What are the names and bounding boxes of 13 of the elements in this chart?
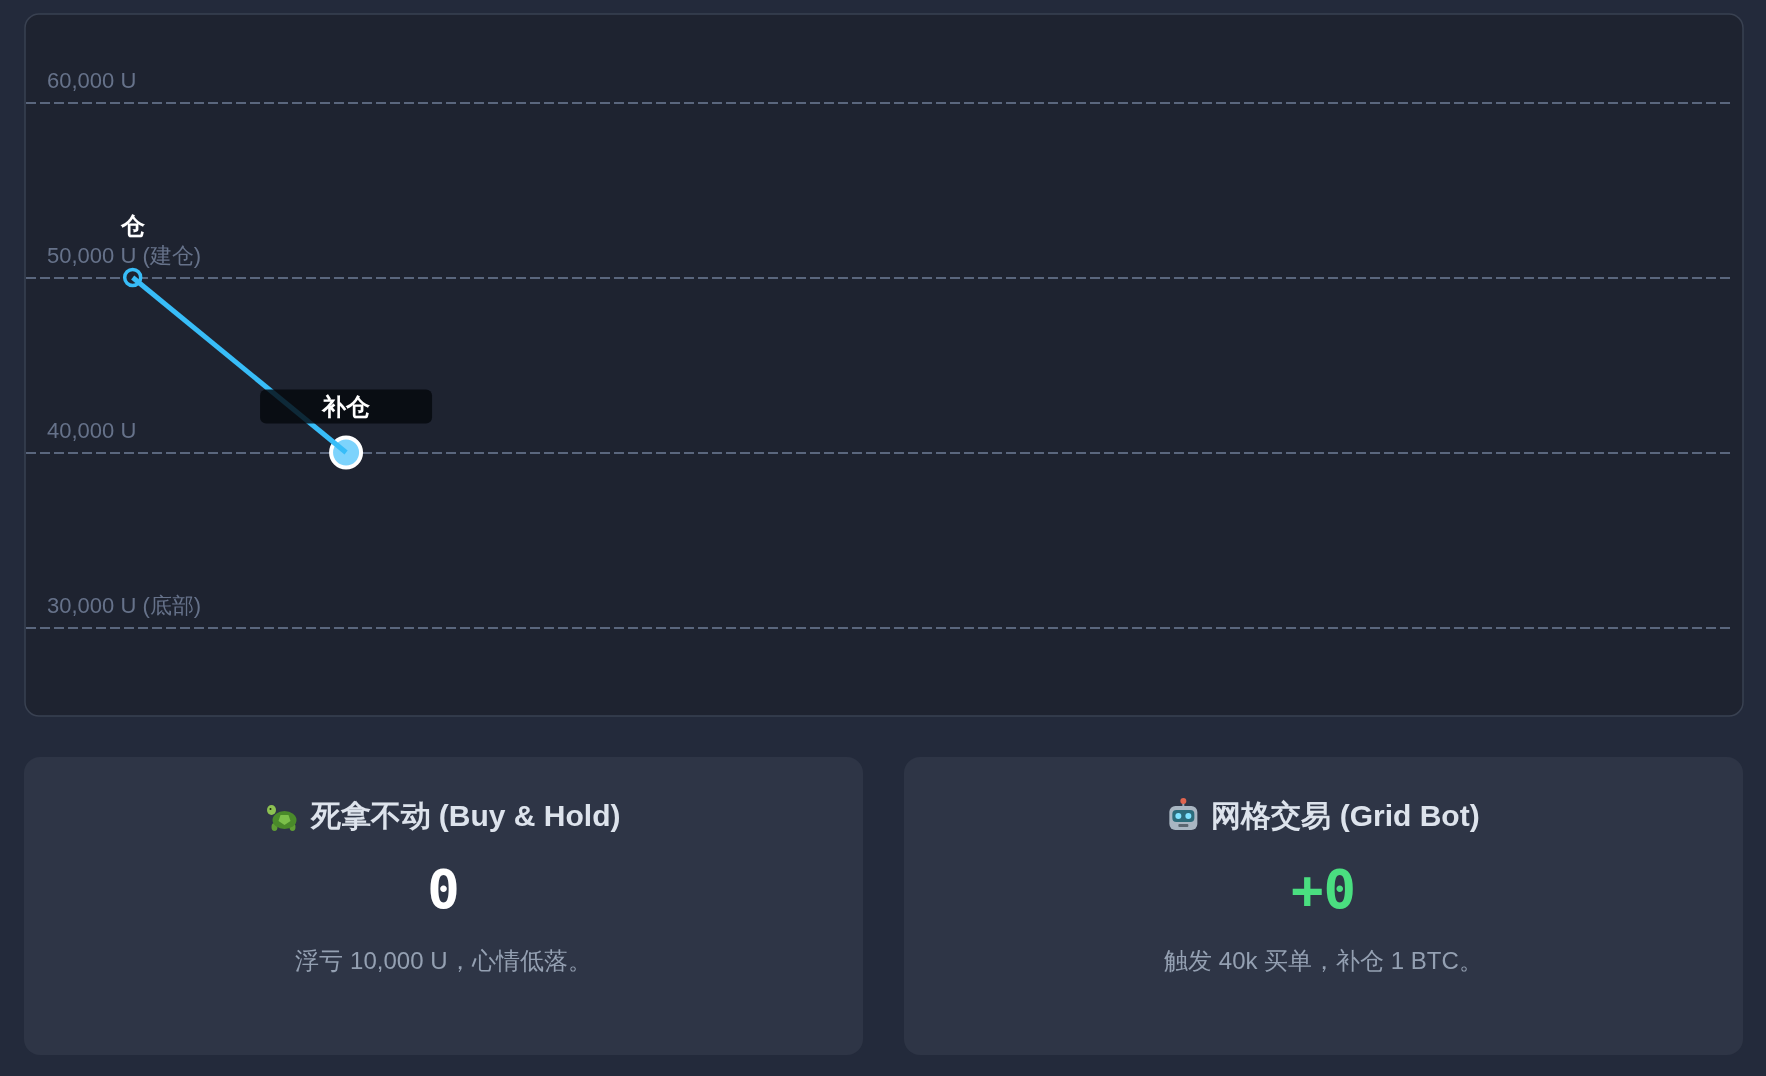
text: 触发 40k 买单，补仓 1 BTC。 xyxy=(1164,947,1483,974)
annotation: 补仓 xyxy=(260,389,433,424)
y-tick-label: 60,000 U xyxy=(47,67,137,93)
text: 网格交易 (Grid Bot) xyxy=(1211,799,1480,832)
text: +0 xyxy=(1290,858,1357,921)
y-tick-label: 40,000 U xyxy=(47,417,137,443)
annotation: 仓 xyxy=(119,211,146,239)
y-tick-label: 50,000 U (建仓) xyxy=(47,242,202,268)
text: 死拿不动 (Buy & Hold) xyxy=(309,799,621,832)
y-tick-label: 30,000 U (底部) xyxy=(47,592,202,618)
text: 浮亏 10,000 U，心情低落。 xyxy=(295,947,592,974)
annotation: 补仓 xyxy=(321,392,372,420)
text: 0 xyxy=(427,858,460,921)
